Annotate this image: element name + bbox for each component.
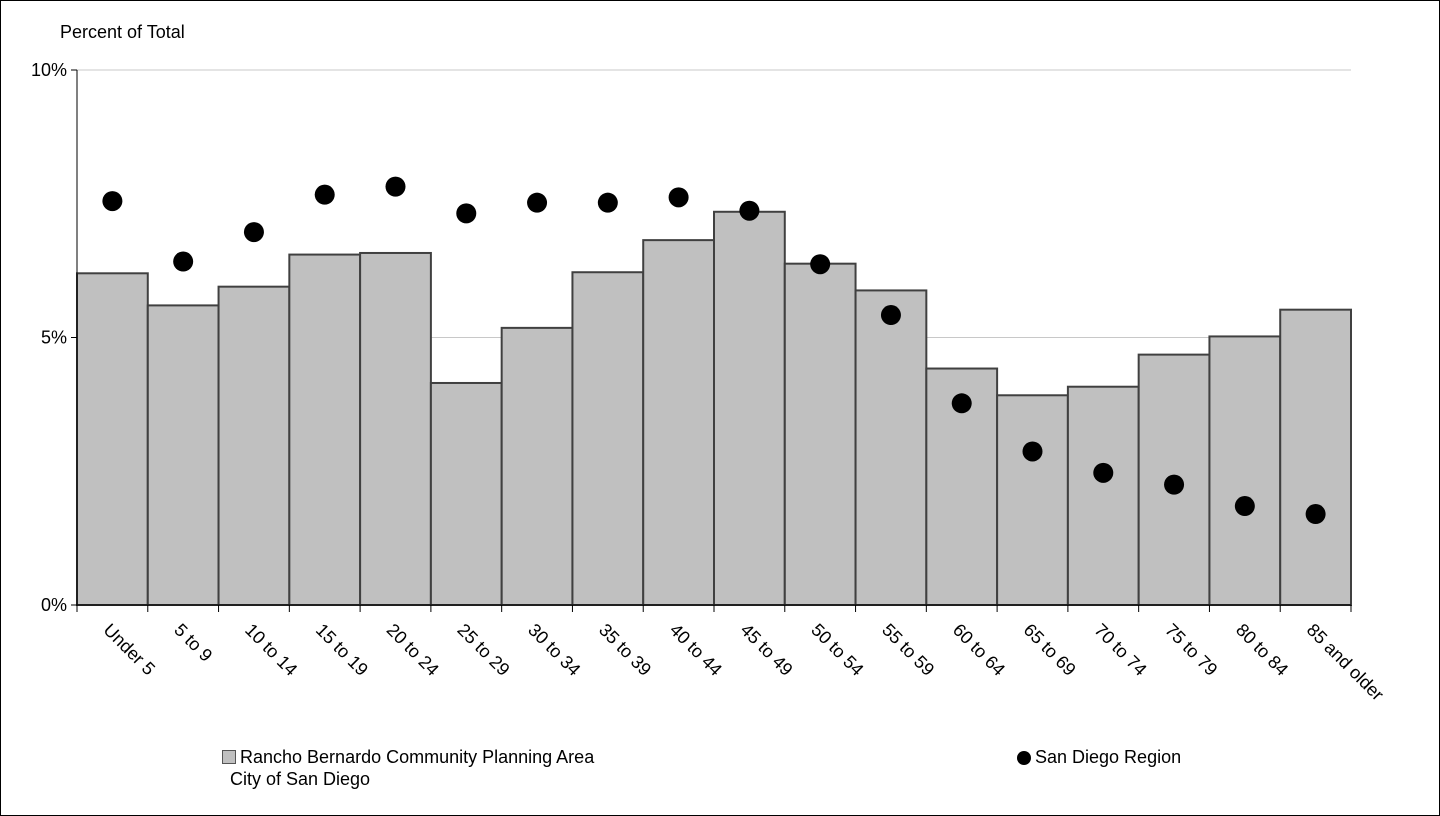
y-axis-label: Percent of Total (60, 22, 185, 42)
bar (1066, 385, 1140, 606)
data-point (456, 203, 477, 224)
data-point (597, 192, 618, 213)
bar-layer (76, 210, 1352, 606)
legend-bar-label-2: City of San Diego (230, 769, 371, 789)
bar (500, 326, 574, 606)
axis-layer (71, 69, 1352, 612)
legend-dot-label: San Diego Region (1035, 747, 1182, 767)
legend-bar-label-1: Rancho Bernardo Community Planning Area (240, 747, 595, 767)
bar (217, 285, 291, 606)
legend-bar-series: Rancho Bernardo Community Planning Area … (222, 746, 594, 790)
bar (854, 289, 928, 606)
data-point (1234, 496, 1255, 517)
bar (783, 262, 857, 606)
legend-bar-line-2: City of San Diego (222, 768, 594, 790)
data-point (810, 254, 831, 275)
bar (571, 271, 645, 606)
data-point (1022, 441, 1043, 462)
data-point (1305, 504, 1326, 525)
bar (146, 304, 220, 606)
y-tick-label: 5% (41, 328, 67, 348)
dot-layer (102, 176, 1326, 525)
legend-bar-swatch (222, 750, 236, 764)
data-point (527, 192, 548, 213)
data-point (385, 176, 406, 197)
bar (76, 272, 149, 606)
data-point (1164, 474, 1185, 495)
bar (642, 239, 716, 606)
bar (1208, 335, 1282, 606)
legend-dot-series: San Diego Region (1017, 746, 1181, 768)
data-point (739, 200, 760, 221)
y-tick-label: 10% (31, 60, 67, 80)
bar (996, 394, 1069, 606)
bar (713, 210, 786, 606)
bar (359, 251, 432, 606)
data-point (951, 393, 972, 414)
bar (429, 381, 503, 606)
data-point (314, 184, 335, 205)
legend-dot-marker (1017, 751, 1031, 765)
data-point (1093, 462, 1114, 483)
legend-bar-line-1: Rancho Bernardo Community Planning Area (222, 746, 594, 768)
data-point (668, 187, 689, 208)
y-tick-label: 0% (41, 595, 67, 615)
data-point (243, 222, 264, 243)
data-point (173, 251, 194, 272)
bar (288, 253, 362, 606)
data-point (102, 191, 123, 212)
bar (1279, 308, 1352, 606)
data-point (880, 305, 901, 326)
